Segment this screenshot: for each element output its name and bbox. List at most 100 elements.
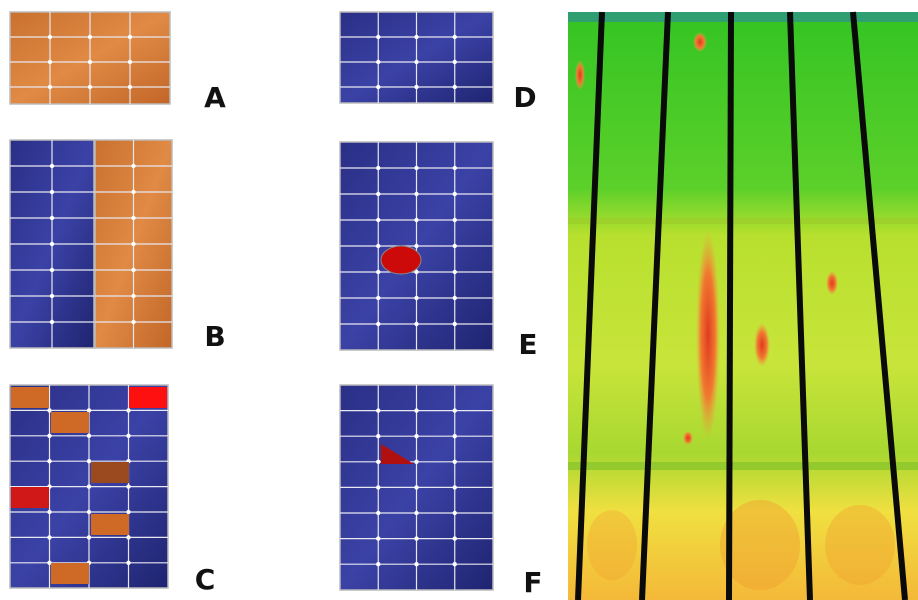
cell-dot bbox=[48, 85, 52, 89]
cell-dot bbox=[50, 242, 54, 246]
cell-dot bbox=[414, 296, 418, 300]
cell-dot bbox=[128, 35, 132, 39]
panel-label: F bbox=[523, 566, 542, 599]
cell-dot bbox=[376, 485, 380, 489]
cell-dot bbox=[87, 459, 91, 463]
cell-dot bbox=[47, 434, 51, 438]
panel-label: C bbox=[195, 563, 216, 596]
solar-panel bbox=[340, 12, 493, 103]
fault-cell bbox=[11, 487, 49, 508]
cell-dot bbox=[453, 434, 457, 438]
cell-dot bbox=[87, 535, 91, 539]
cell-dot bbox=[453, 270, 457, 274]
cell-dot bbox=[131, 190, 135, 194]
cell-dot bbox=[376, 218, 380, 222]
cell-dot bbox=[126, 484, 130, 488]
cell-dot bbox=[376, 460, 380, 464]
cell-dot bbox=[87, 510, 91, 514]
cell-dot bbox=[453, 218, 457, 222]
cell-dot bbox=[47, 510, 51, 514]
cell-dot bbox=[453, 460, 457, 464]
cell-dot bbox=[453, 296, 457, 300]
cell-dot bbox=[48, 35, 52, 39]
cell-dot bbox=[48, 60, 52, 64]
cell-dot bbox=[414, 192, 418, 196]
cell-dot bbox=[453, 192, 457, 196]
solar-panel bbox=[10, 385, 168, 588]
cell-dot bbox=[128, 85, 132, 89]
cell-dot bbox=[88, 60, 92, 64]
fault-cell bbox=[129, 387, 167, 408]
cell-dot bbox=[414, 218, 418, 222]
cell-dot bbox=[50, 268, 54, 272]
cell-dot bbox=[88, 35, 92, 39]
cell-dot bbox=[414, 485, 418, 489]
fault-cell bbox=[51, 412, 89, 433]
cell-dot bbox=[414, 511, 418, 515]
cell-dot bbox=[376, 296, 380, 300]
cell-dot bbox=[453, 322, 457, 326]
cell-dot bbox=[453, 536, 457, 540]
cell-dot bbox=[131, 216, 135, 220]
cell-dot bbox=[131, 320, 135, 324]
cell-dot bbox=[376, 60, 380, 64]
cell-dot bbox=[453, 244, 457, 248]
cell-dot bbox=[47, 459, 51, 463]
cell-dot bbox=[376, 35, 380, 39]
solar-panel bbox=[95, 140, 172, 348]
cell-dot bbox=[131, 164, 135, 168]
panel-label: D bbox=[513, 81, 536, 114]
figure: A B C D E F bbox=[0, 0, 918, 600]
cell-dot bbox=[50, 164, 54, 168]
cell-dot bbox=[453, 485, 457, 489]
cell-dot bbox=[453, 408, 457, 412]
cell-dot bbox=[453, 166, 457, 170]
cell-dot bbox=[88, 85, 92, 89]
cell-dot bbox=[376, 562, 380, 566]
cell-dot bbox=[376, 408, 380, 412]
cell-dot bbox=[50, 190, 54, 194]
cell-dot bbox=[453, 35, 457, 39]
cell-dot bbox=[131, 294, 135, 298]
cell-dot bbox=[376, 244, 380, 248]
cell-dot bbox=[126, 434, 130, 438]
cell-dot bbox=[376, 511, 380, 515]
cell-dot bbox=[376, 85, 380, 89]
thermal-image bbox=[568, 12, 918, 600]
panel-label: E bbox=[518, 328, 537, 361]
cell-dot bbox=[87, 408, 91, 412]
cell-dot bbox=[414, 408, 418, 412]
cell-dot bbox=[414, 244, 418, 248]
cell-dot bbox=[376, 192, 380, 196]
panels bbox=[10, 12, 493, 590]
cell-dot bbox=[453, 511, 457, 515]
panel-label: A bbox=[204, 81, 226, 114]
cell-dot bbox=[414, 562, 418, 566]
hot-spot bbox=[381, 246, 421, 274]
cell-dot bbox=[87, 434, 91, 438]
cell-dot bbox=[126, 561, 130, 565]
panel-label: B bbox=[204, 320, 225, 353]
cell-dot bbox=[47, 408, 51, 412]
fault-cell bbox=[11, 387, 49, 408]
cell-dot bbox=[414, 536, 418, 540]
solar-panel bbox=[10, 12, 170, 104]
fault-cell bbox=[91, 462, 129, 483]
cell-dot bbox=[376, 536, 380, 540]
solar-panel bbox=[340, 142, 493, 350]
cell-dot bbox=[50, 294, 54, 298]
cell-dot bbox=[376, 270, 380, 274]
solar-panel bbox=[340, 385, 493, 590]
cell-dot bbox=[126, 408, 130, 412]
solar-panel bbox=[10, 140, 94, 348]
cell-dot bbox=[453, 60, 457, 64]
cell-dot bbox=[128, 60, 132, 64]
fault-cell bbox=[91, 514, 129, 535]
cell-dot bbox=[50, 320, 54, 324]
fault-cell bbox=[51, 563, 89, 584]
cell-dot bbox=[414, 35, 418, 39]
cell-dot bbox=[47, 535, 51, 539]
cell-dot bbox=[376, 322, 380, 326]
cell-dot bbox=[126, 535, 130, 539]
cell-dot bbox=[414, 434, 418, 438]
